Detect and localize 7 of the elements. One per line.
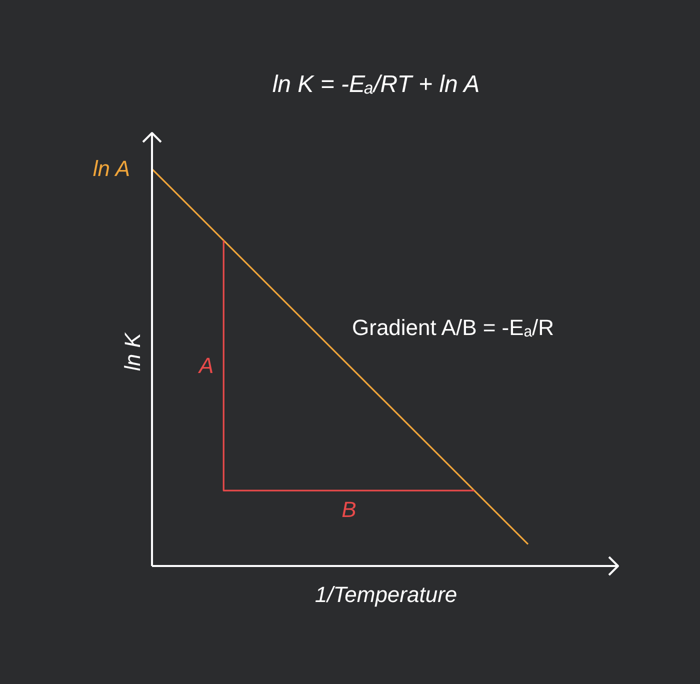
text: ln A — [92, 156, 130, 182]
annotation: Gradient A/B = -Eₐ/R — [352, 315, 554, 341]
chart-title: ln K = -Eₐ/RT + ln A — [271, 70, 481, 100]
annotation: B — [340, 496, 358, 523]
annotation: A — [198, 352, 214, 378]
x-axis-title: 1/Temperature — [314, 582, 458, 608]
y-axis-title: ln K — [120, 332, 146, 373]
